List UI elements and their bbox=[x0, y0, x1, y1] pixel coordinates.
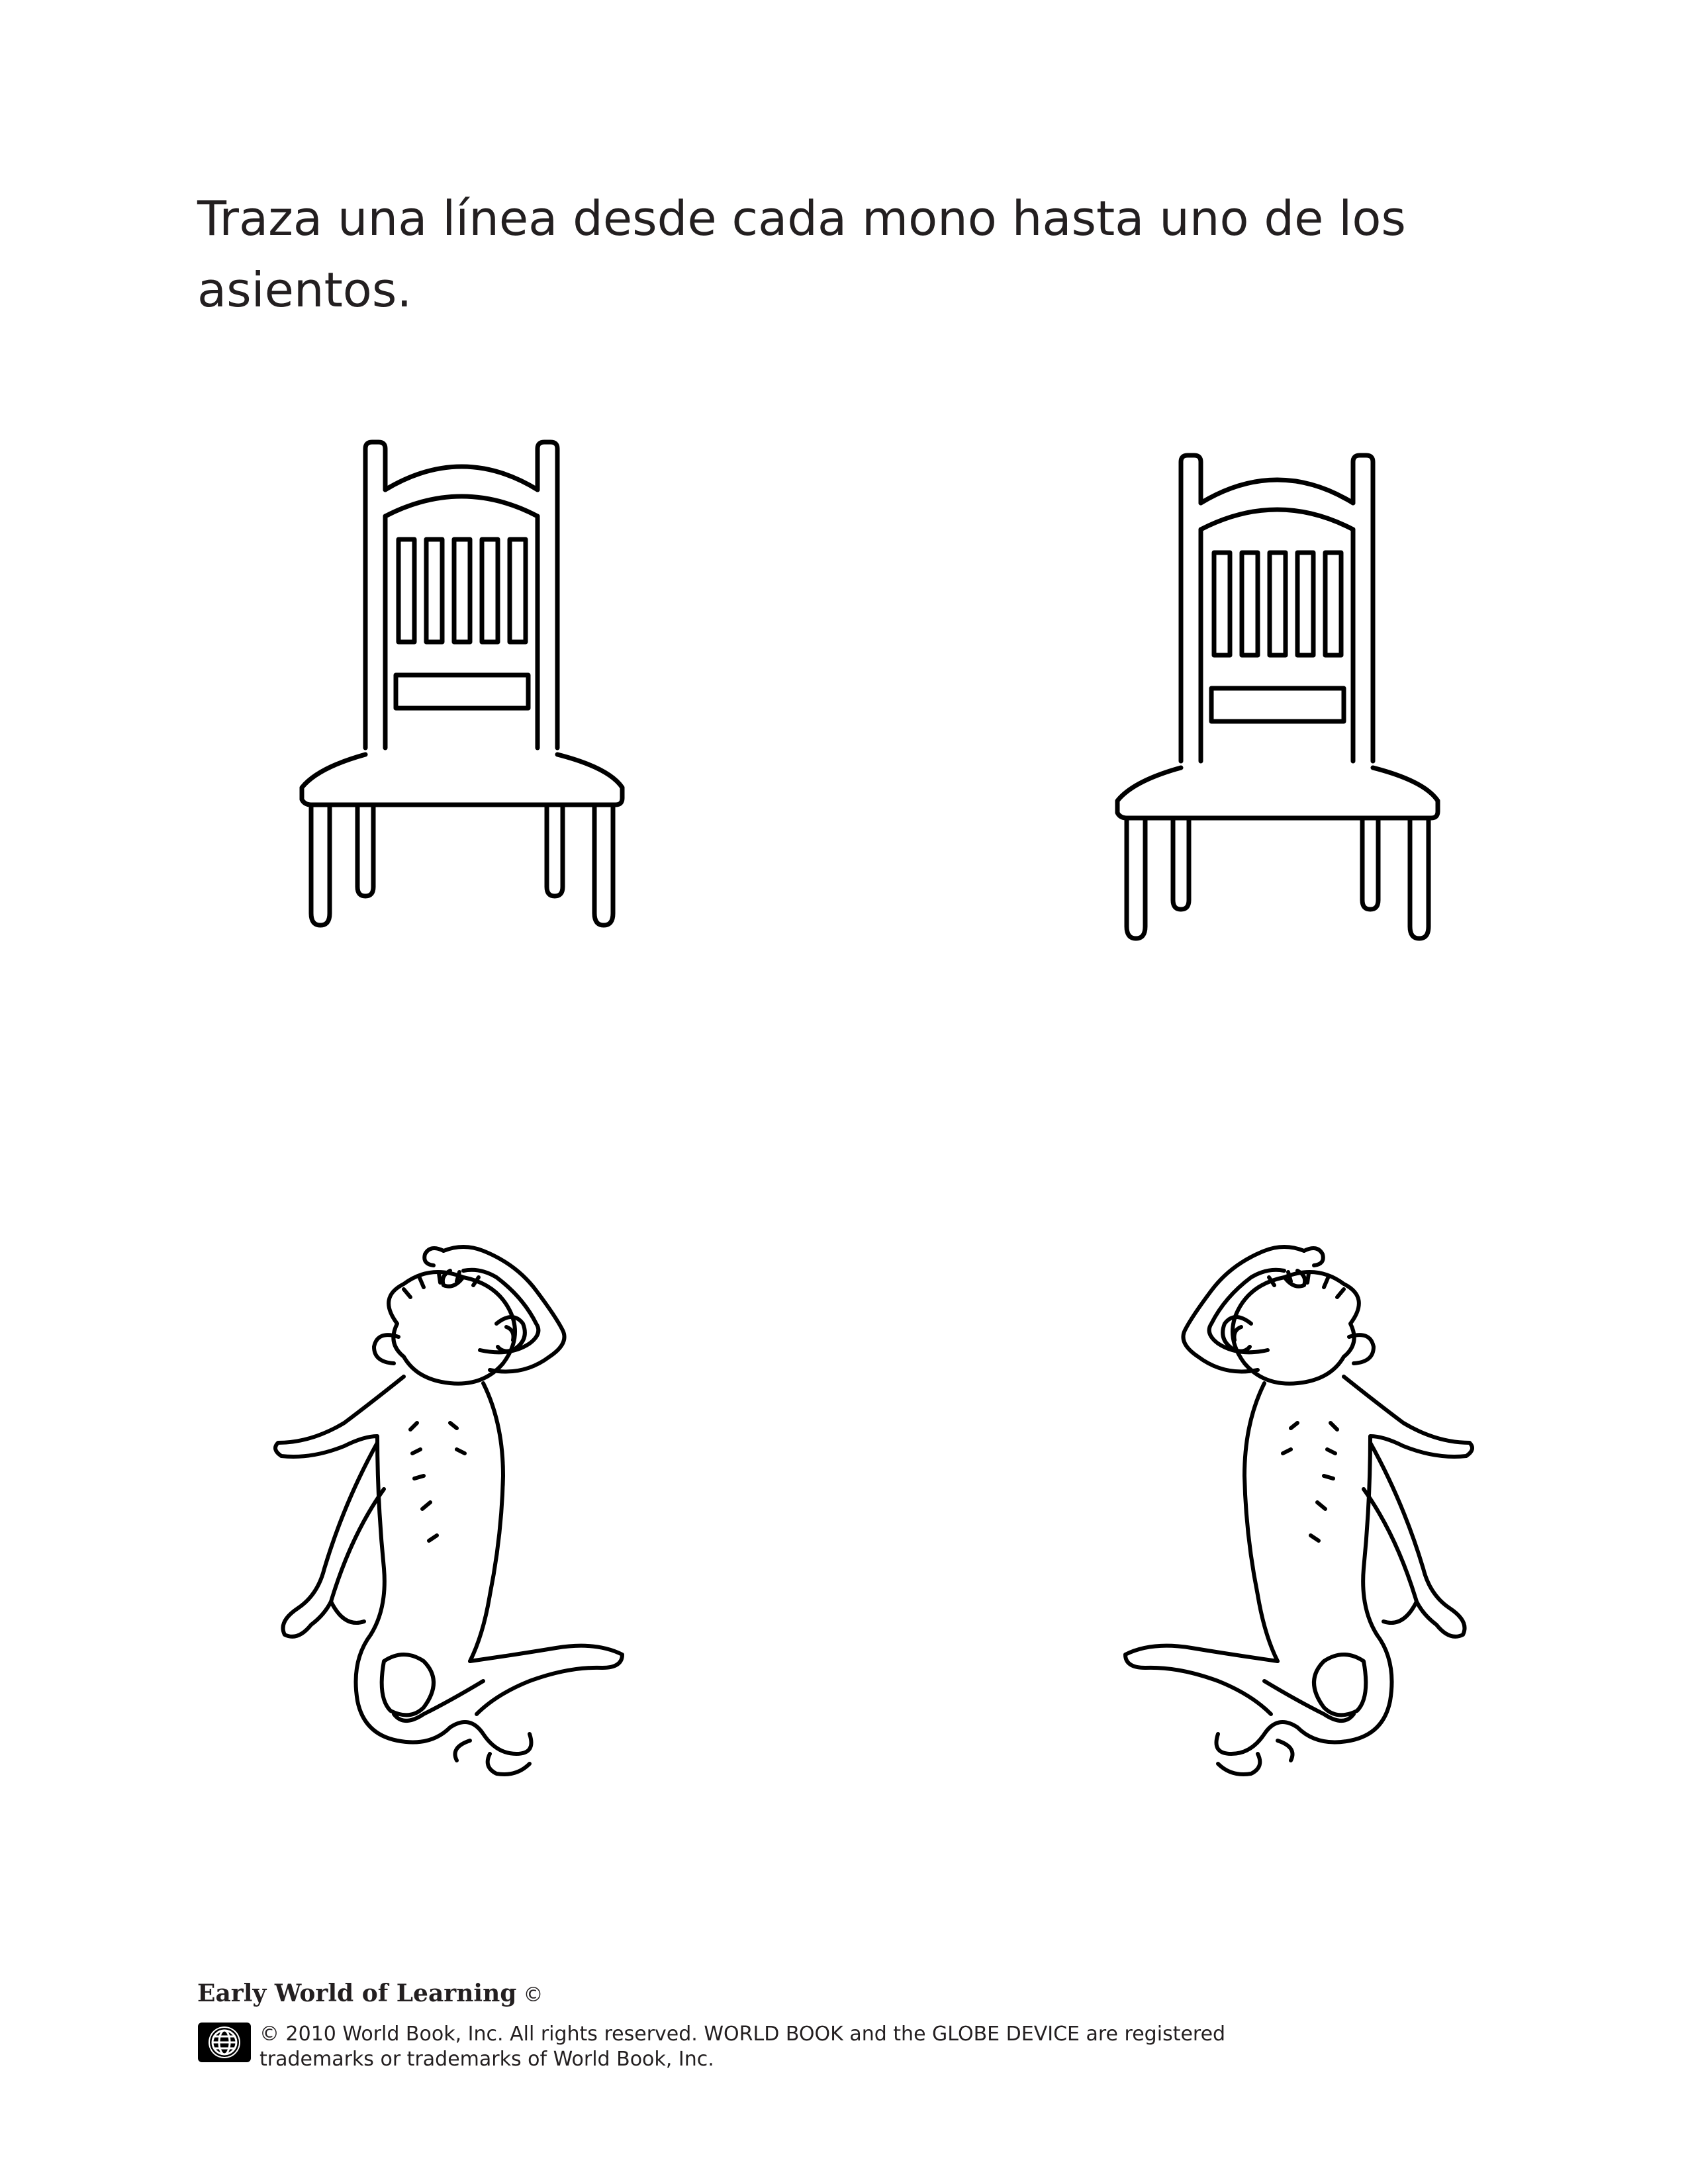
brand-copyright-mark: © bbox=[523, 1983, 543, 2007]
brand-name: Early World of Learning bbox=[197, 1979, 517, 2007]
worksheet-instructions: Traza una línea desde cada mono hasta un… bbox=[197, 183, 1455, 326]
globe-icon bbox=[197, 2022, 252, 2063]
monkey-illustration-left bbox=[252, 1224, 688, 1820]
footer: Early World of Learning © © 2010 World Bo… bbox=[197, 1979, 1455, 2072]
legal-text: © 2010 World Book, Inc. All rights reser… bbox=[259, 2022, 1225, 2072]
legal-line-2: trademarks or trademarks of World Book, … bbox=[259, 2048, 714, 2071]
instruction-line-1: Traza una línea desde cada mono hasta un… bbox=[197, 191, 1406, 246]
brand-title: Early World of Learning © bbox=[197, 1979, 1455, 2010]
legal-row: © 2010 World Book, Inc. All rights reser… bbox=[197, 2022, 1455, 2072]
instruction-line-2: asientos. bbox=[197, 262, 412, 318]
chair-illustration-left bbox=[291, 437, 635, 979]
chair-illustration-right bbox=[1107, 450, 1451, 993]
legal-line-1: © 2010 World Book, Inc. All rights reser… bbox=[259, 2023, 1226, 2046]
monkey-illustration-right bbox=[1059, 1224, 1496, 1820]
